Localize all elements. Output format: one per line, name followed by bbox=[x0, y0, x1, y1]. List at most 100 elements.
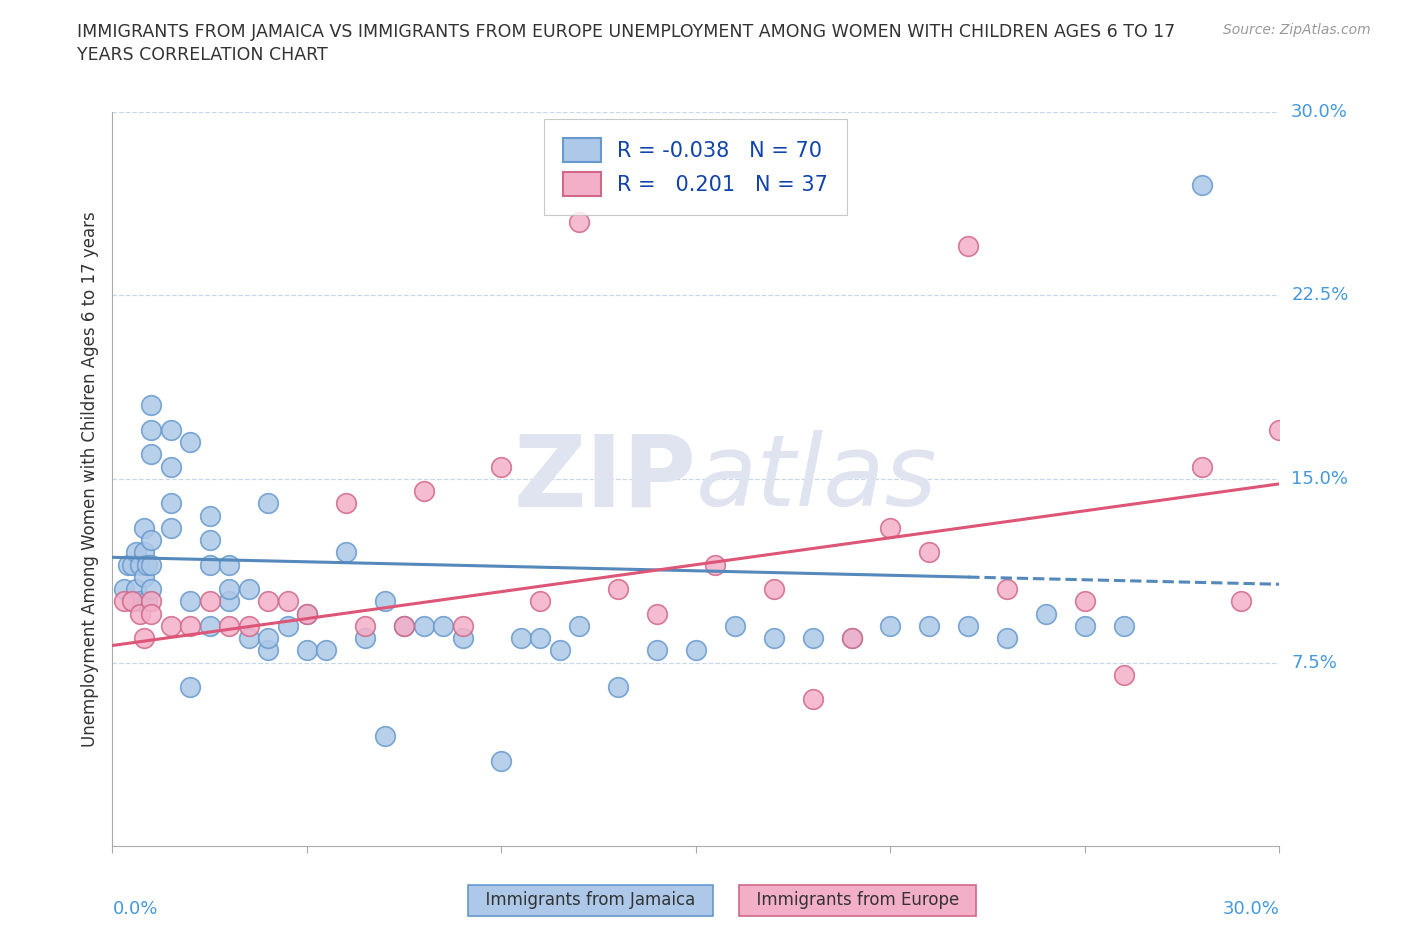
Point bbox=[394, 618, 416, 633]
Text: IMMIGRANTS FROM JAMAICA VS IMMIGRANTS FROM EUROPE UNEMPLOYMENT AMONG WOMEN WITH : IMMIGRANTS FROM JAMAICA VS IMMIGRANTS FR… bbox=[77, 23, 1175, 41]
Point bbox=[112, 582, 135, 597]
Point bbox=[141, 606, 163, 621]
Point bbox=[179, 680, 201, 695]
Point bbox=[276, 594, 298, 609]
Point bbox=[141, 594, 163, 609]
Point bbox=[548, 643, 571, 658]
Point bbox=[295, 606, 318, 621]
Point bbox=[128, 594, 150, 609]
Point bbox=[141, 422, 163, 437]
Point bbox=[160, 459, 183, 474]
Point bbox=[607, 582, 630, 597]
Point bbox=[121, 594, 143, 609]
Point bbox=[179, 435, 201, 450]
Point bbox=[257, 594, 280, 609]
Point bbox=[295, 606, 318, 621]
Point bbox=[918, 545, 941, 560]
Point bbox=[218, 594, 240, 609]
Point bbox=[141, 533, 163, 548]
Point bbox=[724, 618, 747, 633]
Point bbox=[1074, 594, 1097, 609]
Point bbox=[354, 618, 377, 633]
Point bbox=[685, 643, 707, 658]
Point bbox=[491, 753, 513, 768]
Point bbox=[801, 692, 824, 707]
Point bbox=[1229, 594, 1251, 609]
Point bbox=[295, 643, 318, 658]
Point bbox=[841, 631, 863, 645]
Point bbox=[879, 521, 901, 536]
Point bbox=[198, 508, 221, 523]
Point bbox=[957, 618, 980, 633]
Point bbox=[1112, 668, 1135, 683]
Point bbox=[412, 618, 434, 633]
Point bbox=[276, 618, 298, 633]
Legend: R = -0.038   N = 70, R =   0.201   N = 37: R = -0.038 N = 70, R = 0.201 N = 37 bbox=[544, 119, 846, 215]
Point bbox=[645, 606, 668, 621]
Point bbox=[704, 557, 727, 572]
Point bbox=[491, 459, 513, 474]
Point bbox=[451, 618, 474, 633]
Point bbox=[995, 631, 1018, 645]
Point bbox=[568, 215, 591, 230]
Text: 30.0%: 30.0% bbox=[1291, 102, 1348, 121]
Point bbox=[132, 569, 155, 584]
Point bbox=[412, 484, 434, 498]
Point bbox=[179, 594, 201, 609]
Text: 15.0%: 15.0% bbox=[1291, 470, 1348, 488]
Point bbox=[125, 545, 148, 560]
Point bbox=[257, 496, 280, 511]
Point bbox=[121, 557, 143, 572]
Point bbox=[529, 594, 551, 609]
Text: Source: ZipAtlas.com: Source: ZipAtlas.com bbox=[1223, 23, 1371, 37]
Point bbox=[257, 631, 280, 645]
Point bbox=[374, 594, 396, 609]
Text: YEARS CORRELATION CHART: YEARS CORRELATION CHART bbox=[77, 46, 328, 64]
Point bbox=[451, 631, 474, 645]
Text: 0.0%: 0.0% bbox=[112, 900, 157, 918]
Point bbox=[762, 631, 785, 645]
Point bbox=[136, 557, 159, 572]
Point bbox=[141, 398, 163, 413]
Point bbox=[335, 545, 357, 560]
Text: atlas: atlas bbox=[696, 431, 938, 527]
Point bbox=[128, 606, 150, 621]
Point bbox=[801, 631, 824, 645]
Point bbox=[198, 618, 221, 633]
Point bbox=[160, 496, 183, 511]
Point bbox=[141, 582, 163, 597]
Point bbox=[238, 631, 260, 645]
Point bbox=[238, 618, 260, 633]
Point bbox=[645, 643, 668, 658]
Point bbox=[128, 557, 150, 572]
Point bbox=[141, 557, 163, 572]
Point bbox=[257, 643, 280, 658]
Point bbox=[509, 631, 531, 645]
Point bbox=[432, 618, 454, 633]
Point bbox=[160, 618, 183, 633]
Point bbox=[198, 533, 221, 548]
Point bbox=[394, 618, 416, 633]
Point bbox=[121, 594, 143, 609]
Text: ZIP: ZIP bbox=[513, 431, 696, 527]
Point bbox=[160, 422, 183, 437]
Point bbox=[125, 582, 148, 597]
Point bbox=[607, 680, 630, 695]
Point bbox=[198, 594, 221, 609]
Point bbox=[995, 582, 1018, 597]
Point bbox=[141, 447, 163, 462]
Point bbox=[1191, 178, 1213, 193]
Text: 30.0%: 30.0% bbox=[1223, 900, 1279, 918]
Point bbox=[112, 594, 135, 609]
Point bbox=[117, 557, 139, 572]
Point bbox=[335, 496, 357, 511]
Text: Immigrants from Jamaica: Immigrants from Jamaica bbox=[475, 891, 706, 910]
Y-axis label: Unemployment Among Women with Children Ages 6 to 17 years: Unemployment Among Women with Children A… bbox=[80, 211, 98, 747]
Point bbox=[198, 557, 221, 572]
Point bbox=[179, 618, 201, 633]
Point bbox=[1112, 618, 1135, 633]
Point bbox=[132, 545, 155, 560]
Text: 22.5%: 22.5% bbox=[1291, 286, 1348, 304]
Point bbox=[238, 582, 260, 597]
Text: Immigrants from Europe: Immigrants from Europe bbox=[745, 891, 970, 910]
